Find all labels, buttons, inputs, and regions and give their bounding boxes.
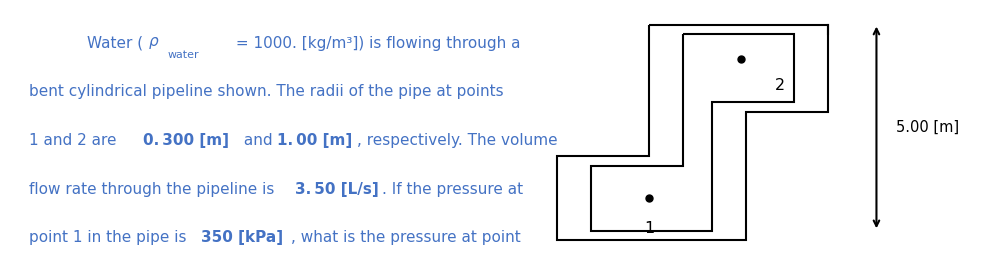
- Text: 2: 2: [775, 78, 784, 93]
- Text: 5.00 [m]: 5.00 [m]: [896, 120, 959, 135]
- Text: = 1000. [kg/m³]) is flowing through a: = 1000. [kg/m³]) is flowing through a: [230, 36, 520, 51]
- Text: and: and: [239, 133, 278, 148]
- Text: , respectively. The volume: , respectively. The volume: [357, 133, 557, 148]
- Text: 1 and 2 are: 1 and 2 are: [30, 133, 122, 148]
- Text: 350 [kPa]: 350 [kPa]: [201, 230, 283, 245]
- Text: point 1 in the pipe is: point 1 in the pipe is: [30, 230, 192, 245]
- Text: bent cylindrical pipeline shown. The radii of the pipe at points: bent cylindrical pipeline shown. The rad…: [30, 84, 504, 99]
- Text: . If the pressure at: . If the pressure at: [381, 182, 523, 197]
- Text: 3. 50 [L/s]: 3. 50 [L/s]: [294, 182, 378, 197]
- Text: 0. 300 [m]: 0. 300 [m]: [143, 133, 229, 148]
- Text: water: water: [168, 50, 200, 60]
- Text: 1: 1: [644, 221, 654, 236]
- Text: flow rate through the pipeline is: flow rate through the pipeline is: [30, 182, 280, 197]
- Text: $\it{\rho}$: $\it{\rho}$: [148, 35, 160, 51]
- Text: 1. 00 [m]: 1. 00 [m]: [277, 133, 353, 148]
- Text: Water (: Water (: [87, 36, 143, 51]
- Text: , what is the pressure at point: , what is the pressure at point: [290, 230, 521, 245]
